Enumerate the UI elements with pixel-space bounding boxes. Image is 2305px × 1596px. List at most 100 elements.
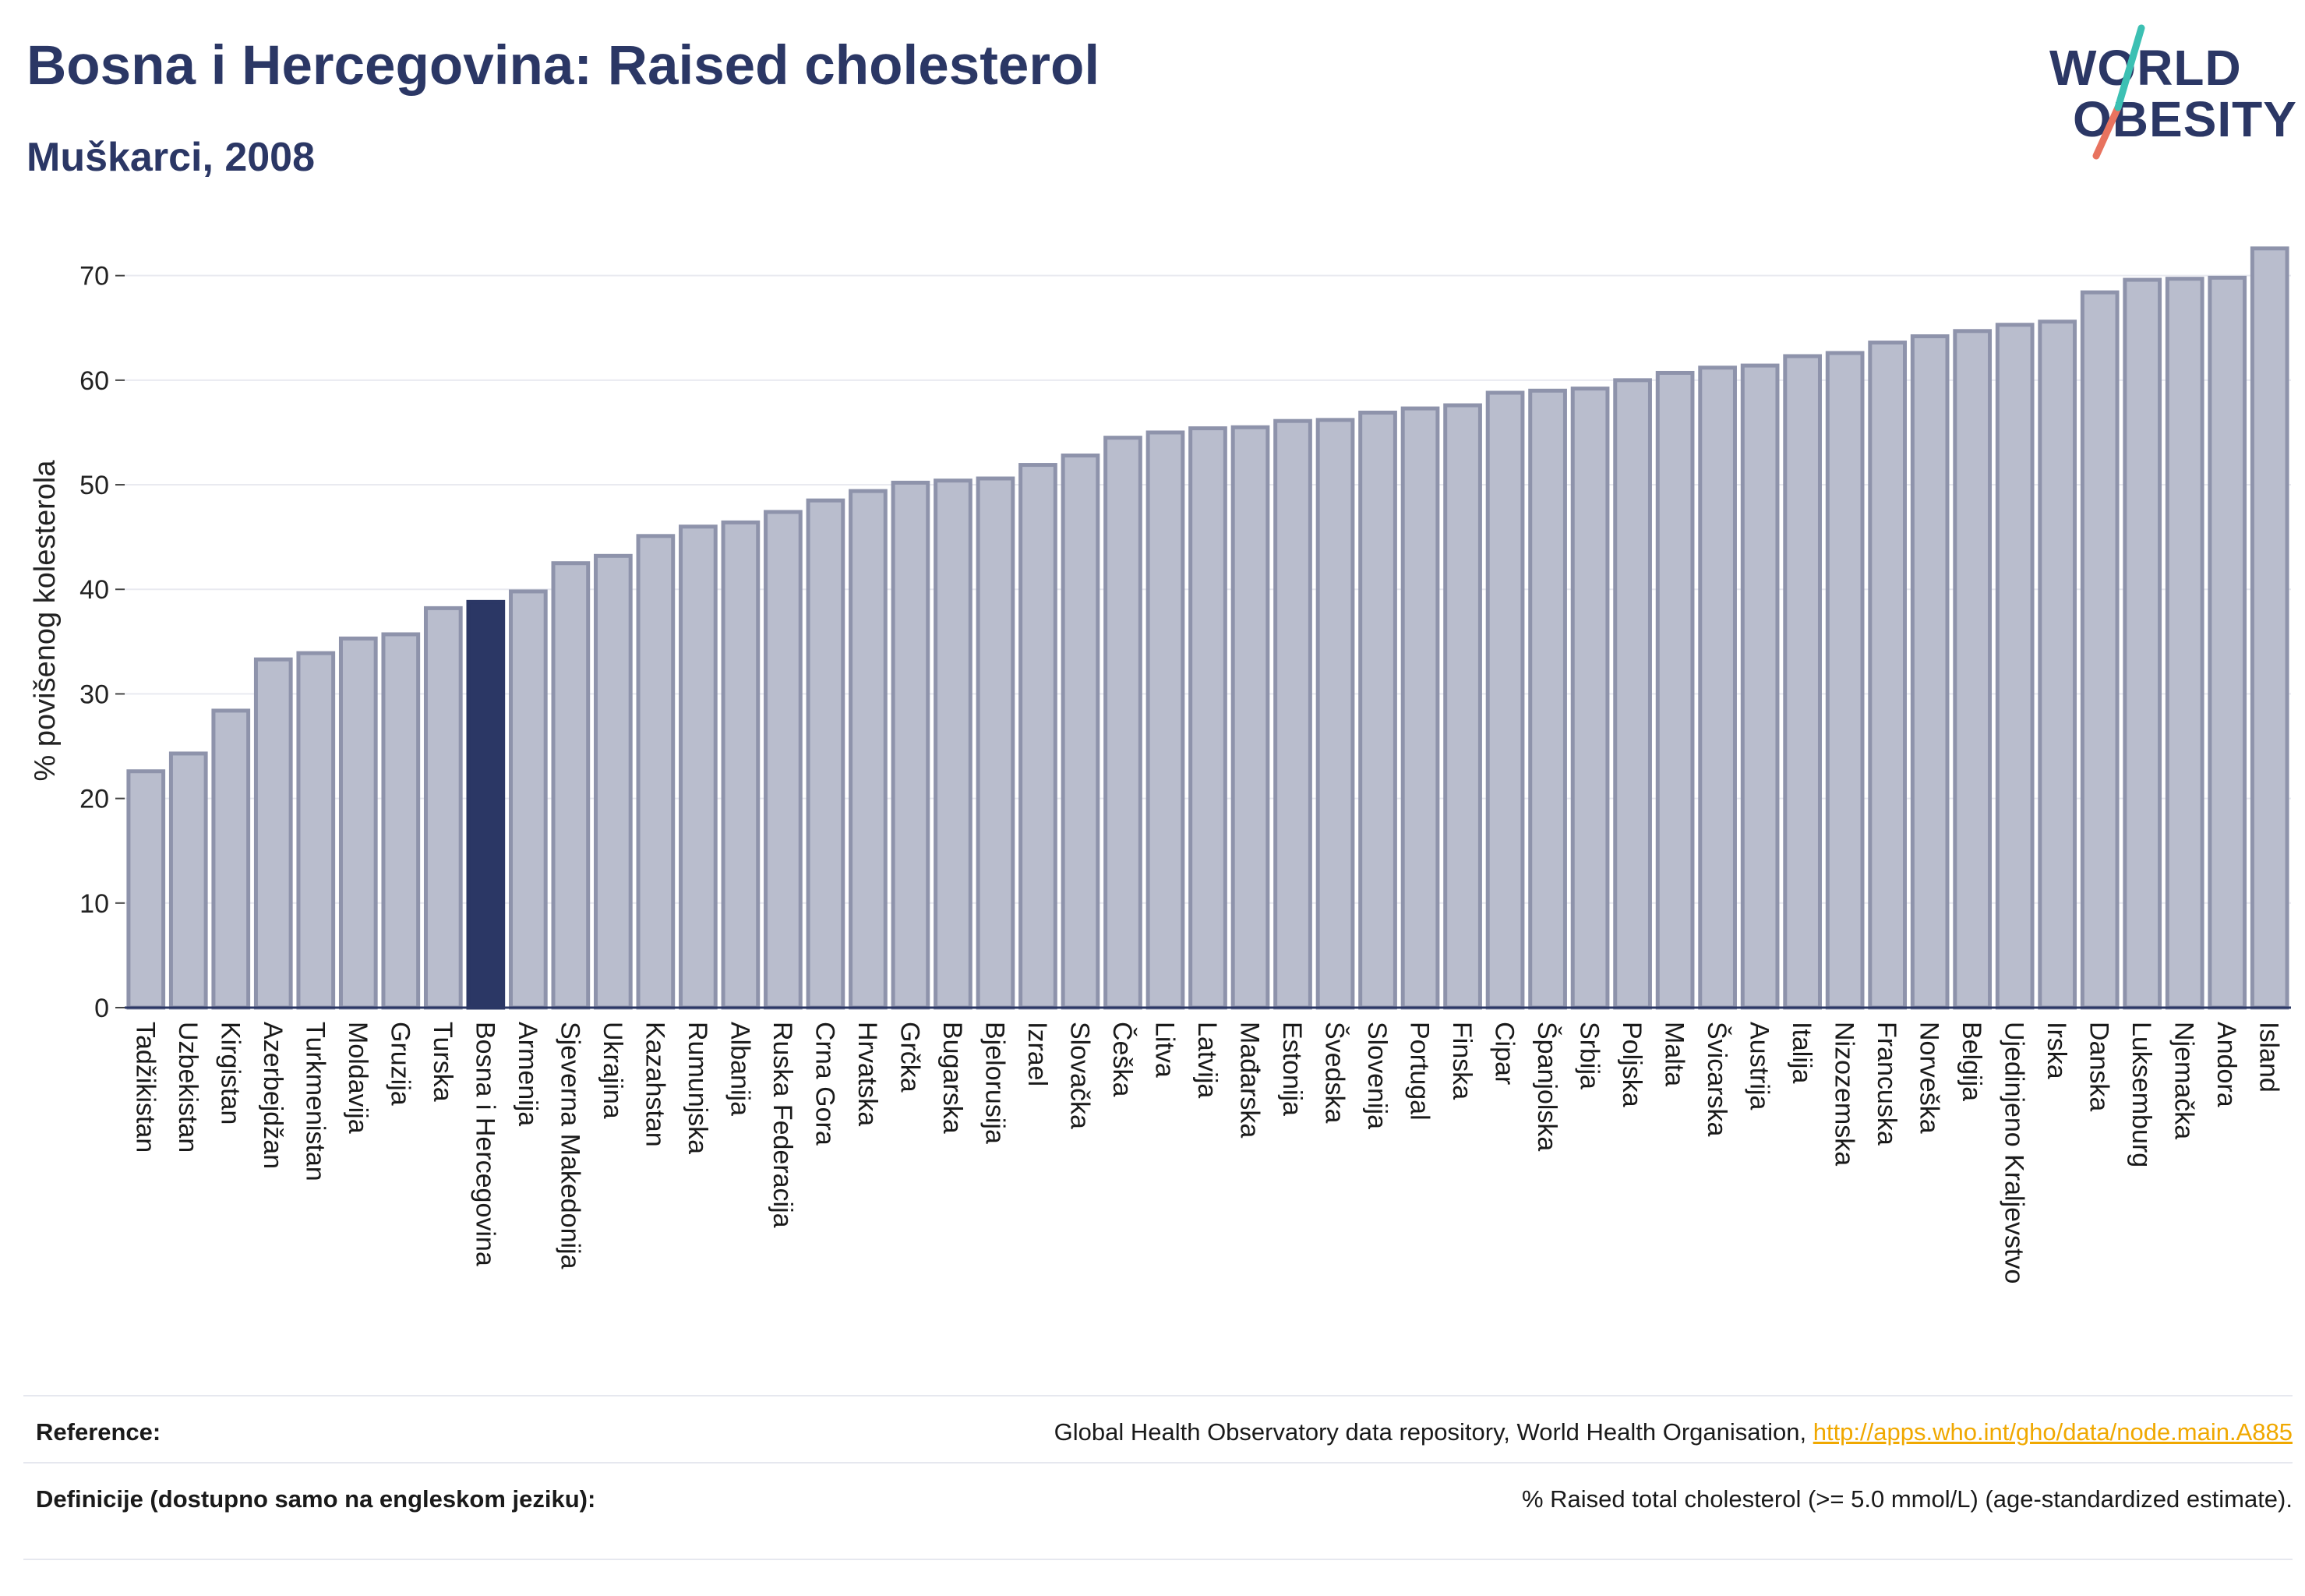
- x-tick-label: Andora: [2211, 1022, 2241, 1107]
- bar-armenija[interactable]: [508, 589, 548, 1010]
- logo-slash-icon: [2092, 24, 2145, 160]
- bar-ruska-federacija[interactable]: [764, 510, 803, 1010]
- x-tick-label: Finska: [1447, 1022, 1477, 1100]
- y-tick-label: 10: [79, 889, 109, 919]
- x-tick-label: Nizozemska: [1830, 1022, 1859, 1166]
- x-tick-label: Danska: [2084, 1022, 2114, 1111]
- bar-belgija[interactable]: [1953, 329, 1993, 1010]
- x-tick-label: Belgija: [1957, 1022, 1986, 1101]
- bar-irska[interactable]: [2038, 320, 2077, 1010]
- bar-norveška[interactable]: [1910, 334, 1950, 1010]
- x-tick-label: Cipar: [1490, 1022, 1520, 1085]
- reference-row: Reference: Global Health Observatory dat…: [23, 1395, 2293, 1462]
- bar-poljska[interactable]: [1613, 378, 1652, 1010]
- bar-slovačka[interactable]: [1061, 453, 1100, 1010]
- bar-kirgistan[interactable]: [211, 708, 251, 1010]
- x-tick-label: Turska: [428, 1022, 457, 1102]
- bar-malta[interactable]: [1655, 370, 1695, 1010]
- bar-sjeverna-makedonija[interactable]: [551, 561, 591, 1010]
- x-tick-label: Švicarska: [1702, 1022, 1731, 1136]
- bar-crna-gora[interactable]: [806, 498, 845, 1010]
- x-tick-label: Litva: [1149, 1022, 1179, 1078]
- x-tick-label: Malta: [1660, 1022, 1689, 1086]
- x-tick-label: Uzbekistan: [173, 1022, 203, 1153]
- bar-ujedinjeno-kraljevstvo[interactable]: [1995, 323, 2035, 1010]
- bar-njemačka[interactable]: [2165, 277, 2204, 1010]
- reference-label: Reference:: [36, 1418, 161, 1446]
- bar-luksemburg[interactable]: [2123, 277, 2162, 1010]
- x-tick-label: Rumunjska: [683, 1022, 712, 1154]
- bar-izrael[interactable]: [1018, 463, 1057, 1010]
- bar-kazahstan[interactable]: [636, 534, 676, 1010]
- bar-bosna-i-hercegovina[interactable]: [466, 599, 506, 1010]
- x-tick-label: Azerbejdžan: [258, 1022, 288, 1169]
- world-obesity-logo[interactable]: WORLD OBESITY: [2042, 22, 2296, 170]
- x-tick-label: Bugarska: [937, 1022, 967, 1134]
- bar-češka[interactable]: [1103, 436, 1142, 1010]
- x-tick-label: Ruska Federacija: [768, 1022, 797, 1228]
- bar-danska[interactable]: [2080, 290, 2120, 1010]
- bar-azerbejdžan[interactable]: [253, 657, 293, 1010]
- x-tick-label: Slovačka: [1064, 1022, 1094, 1129]
- y-tick-label: 40: [79, 575, 109, 605]
- bar-španjolska[interactable]: [1528, 388, 1567, 1010]
- bar-grčka[interactable]: [891, 480, 930, 1010]
- x-tick-label: Albanija: [725, 1022, 754, 1116]
- x-tick-label: Gruzija: [385, 1022, 415, 1106]
- x-tick-label: Estonija: [1277, 1022, 1307, 1116]
- bar-chart: 0 10 20 30 40 50 60 70 % povišenog kolesterola Ta…: [29, 246, 2291, 1284]
- x-tick-label: Njemačka: [2169, 1022, 2199, 1139]
- y-axis-label: % povišenog kolesterola: [29, 460, 62, 782]
- x-tick-label: Italija: [1787, 1022, 1816, 1083]
- x-tick-label: Irska: [2042, 1022, 2071, 1079]
- x-tick-label: Moldavija: [343, 1022, 372, 1134]
- bar-uzbekistan[interactable]: [168, 751, 208, 1010]
- x-tick-label: Francuska: [1872, 1022, 1901, 1146]
- bar-moldavija[interactable]: [338, 636, 378, 1010]
- x-tick-label: Grčka: [895, 1022, 924, 1093]
- bar-hrvatska[interactable]: [849, 489, 888, 1010]
- x-tick-label: Bosna i Hercegovina: [470, 1022, 499, 1266]
- bar-bjelorusija[interactable]: [976, 476, 1015, 1010]
- bar-latvija[interactable]: [1188, 426, 1227, 1010]
- definition-label: Definicije (dostupno samo na engleskom j…: [36, 1485, 596, 1513]
- y-tick-label: 70: [79, 262, 109, 291]
- bar-cipar[interactable]: [1485, 390, 1525, 1010]
- bar-andora[interactable]: [2208, 275, 2247, 1010]
- bar-bugarska[interactable]: [934, 478, 972, 1010]
- x-tick-label: Hrvatska: [852, 1022, 882, 1126]
- x-tick-label: Latvija: [1192, 1022, 1222, 1098]
- x-tick-label: Austrija: [1745, 1022, 1774, 1110]
- bar-finska[interactable]: [1443, 403, 1482, 1010]
- bar-italija[interactable]: [1783, 354, 1822, 1010]
- bar-švicarska[interactable]: [1698, 365, 1737, 1010]
- reference-table: Reference: Global Health Observatory dat…: [23, 1395, 2293, 1560]
- bar-rumunjska[interactable]: [679, 524, 718, 1010]
- x-tick-label: Armenija: [513, 1022, 542, 1126]
- bar-austrija[interactable]: [1740, 363, 1780, 1010]
- bar-tadžikistan[interactable]: [126, 769, 166, 1010]
- bar-albanija[interactable]: [721, 520, 761, 1010]
- reference-link[interactable]: http://apps.who.int/gho/data/node.main.A…: [1813, 1418, 2293, 1446]
- bar-srbija[interactable]: [1570, 387, 1610, 1010]
- bar-estonija[interactable]: [1273, 418, 1312, 1010]
- bar-slovenija[interactable]: [1358, 410, 1397, 1010]
- x-tick-label: Slovenija: [1362, 1022, 1392, 1129]
- x-tick-label: Mađarska: [1235, 1022, 1265, 1138]
- bar-litva[interactable]: [1145, 430, 1185, 1010]
- bar-nizozemska[interactable]: [1825, 351, 1865, 1010]
- bar-turkmenistan[interactable]: [296, 651, 336, 1010]
- bar-švedska[interactable]: [1315, 418, 1355, 1010]
- bar-turska[interactable]: [423, 606, 463, 1010]
- x-tick-label: Kirgistan: [215, 1022, 245, 1125]
- logo-line-1: WORLD: [2049, 40, 2242, 96]
- bar-mađarska[interactable]: [1230, 425, 1270, 1010]
- x-tick-label: Češka: [1107, 1022, 1137, 1096]
- reference-source-text: Global Health Observatory data repositor…: [1054, 1418, 1813, 1446]
- bar-francuska[interactable]: [1868, 341, 1908, 1010]
- bar-island[interactable]: [2250, 246, 2289, 1010]
- bar-portugal[interactable]: [1400, 406, 1440, 1010]
- bar-gruzija[interactable]: [381, 632, 421, 1010]
- y-tick-label: 20: [79, 785, 109, 814]
- bar-ukrajina[interactable]: [594, 553, 633, 1010]
